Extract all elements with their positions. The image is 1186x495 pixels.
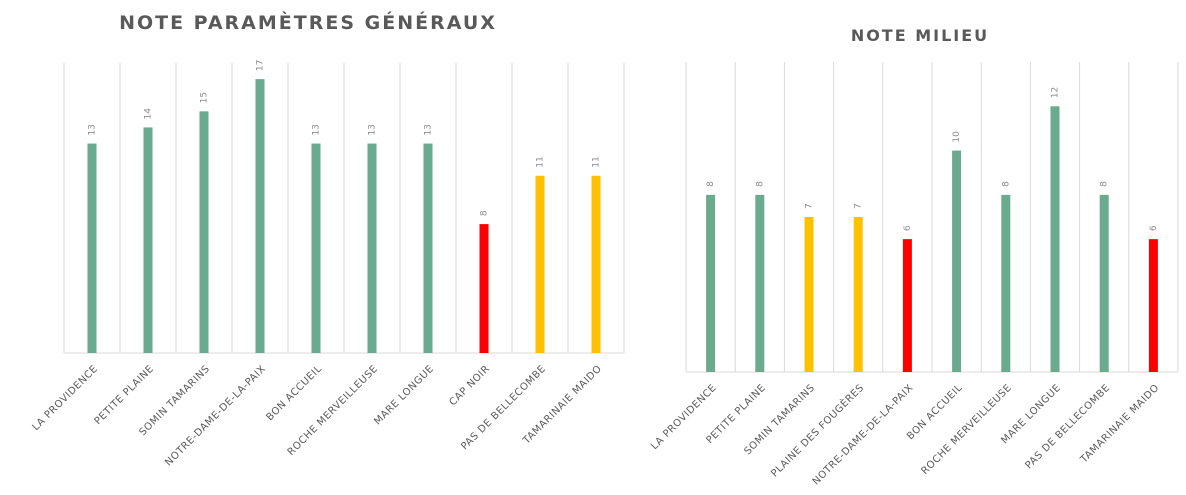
data-label: 17 xyxy=(256,60,266,71)
bar xyxy=(479,224,489,353)
data-label: 7 xyxy=(805,203,815,209)
x-tick-label: PETITE PLAINE xyxy=(93,363,157,427)
data-label: 13 xyxy=(88,124,98,135)
data-label: 13 xyxy=(368,124,378,135)
bar xyxy=(902,239,912,372)
x-tick-label: CAP NOIR xyxy=(447,363,492,408)
x-tick-label: LA PROVIDENCE xyxy=(31,363,101,433)
data-label: 11 xyxy=(536,156,546,167)
bar xyxy=(423,143,433,353)
data-label: 6 xyxy=(903,225,913,231)
data-label: 15 xyxy=(200,92,210,103)
data-label: 8 xyxy=(1100,181,1110,187)
x-tick-label: TAMARINAIE MAIDO xyxy=(1078,382,1162,466)
bar xyxy=(311,143,321,353)
bar xyxy=(199,111,209,353)
x-tick-label: NOTRE-DAME-DE-LA-PAIX xyxy=(811,382,916,487)
data-label: 10 xyxy=(952,131,962,143)
bar xyxy=(255,79,265,353)
x-tick-label: PAS DE BELLECOMBE xyxy=(1024,382,1113,471)
bar xyxy=(535,175,545,353)
bar xyxy=(1148,239,1158,372)
bar xyxy=(706,194,716,372)
bar xyxy=(1050,106,1060,373)
data-label: 7 xyxy=(854,203,864,209)
x-tick-label: BON ACCUEIL xyxy=(264,363,324,423)
bar xyxy=(87,143,97,353)
x-tick-label: NOTRE-DAME-DE-LA-PAIX xyxy=(163,363,268,468)
bar xyxy=(591,175,601,353)
x-tick-label: ROCHE MERVEILLEUSE xyxy=(919,382,1014,477)
data-label: 12 xyxy=(1051,87,1061,98)
data-label: 13 xyxy=(424,124,434,135)
x-tick-label: PLAINE DES FOUGÈRES xyxy=(768,381,866,479)
data-label: 13 xyxy=(312,124,322,135)
chart-title: NOTE MILIEU xyxy=(851,26,989,45)
bar xyxy=(804,217,814,372)
data-label: 8 xyxy=(1001,181,1011,187)
data-label: 6 xyxy=(1149,225,1159,231)
data-label: 8 xyxy=(706,181,716,187)
x-tick-label: ROCHE MERVEILLEUSE xyxy=(286,363,381,458)
chart-title: NOTE PARAMÈTRES GÉNÉRAUX xyxy=(119,11,497,34)
data-label: 8 xyxy=(755,181,765,187)
bar xyxy=(853,217,863,372)
bar xyxy=(952,150,962,372)
data-label: 8 xyxy=(480,210,490,216)
bar xyxy=(1001,194,1011,372)
bar xyxy=(1099,194,1109,372)
bar xyxy=(143,127,153,353)
x-tick-label: MARE LONGUE xyxy=(372,363,436,427)
data-label: 11 xyxy=(592,156,602,167)
bar xyxy=(755,194,765,372)
data-label: 14 xyxy=(144,108,154,120)
bar xyxy=(367,143,377,353)
